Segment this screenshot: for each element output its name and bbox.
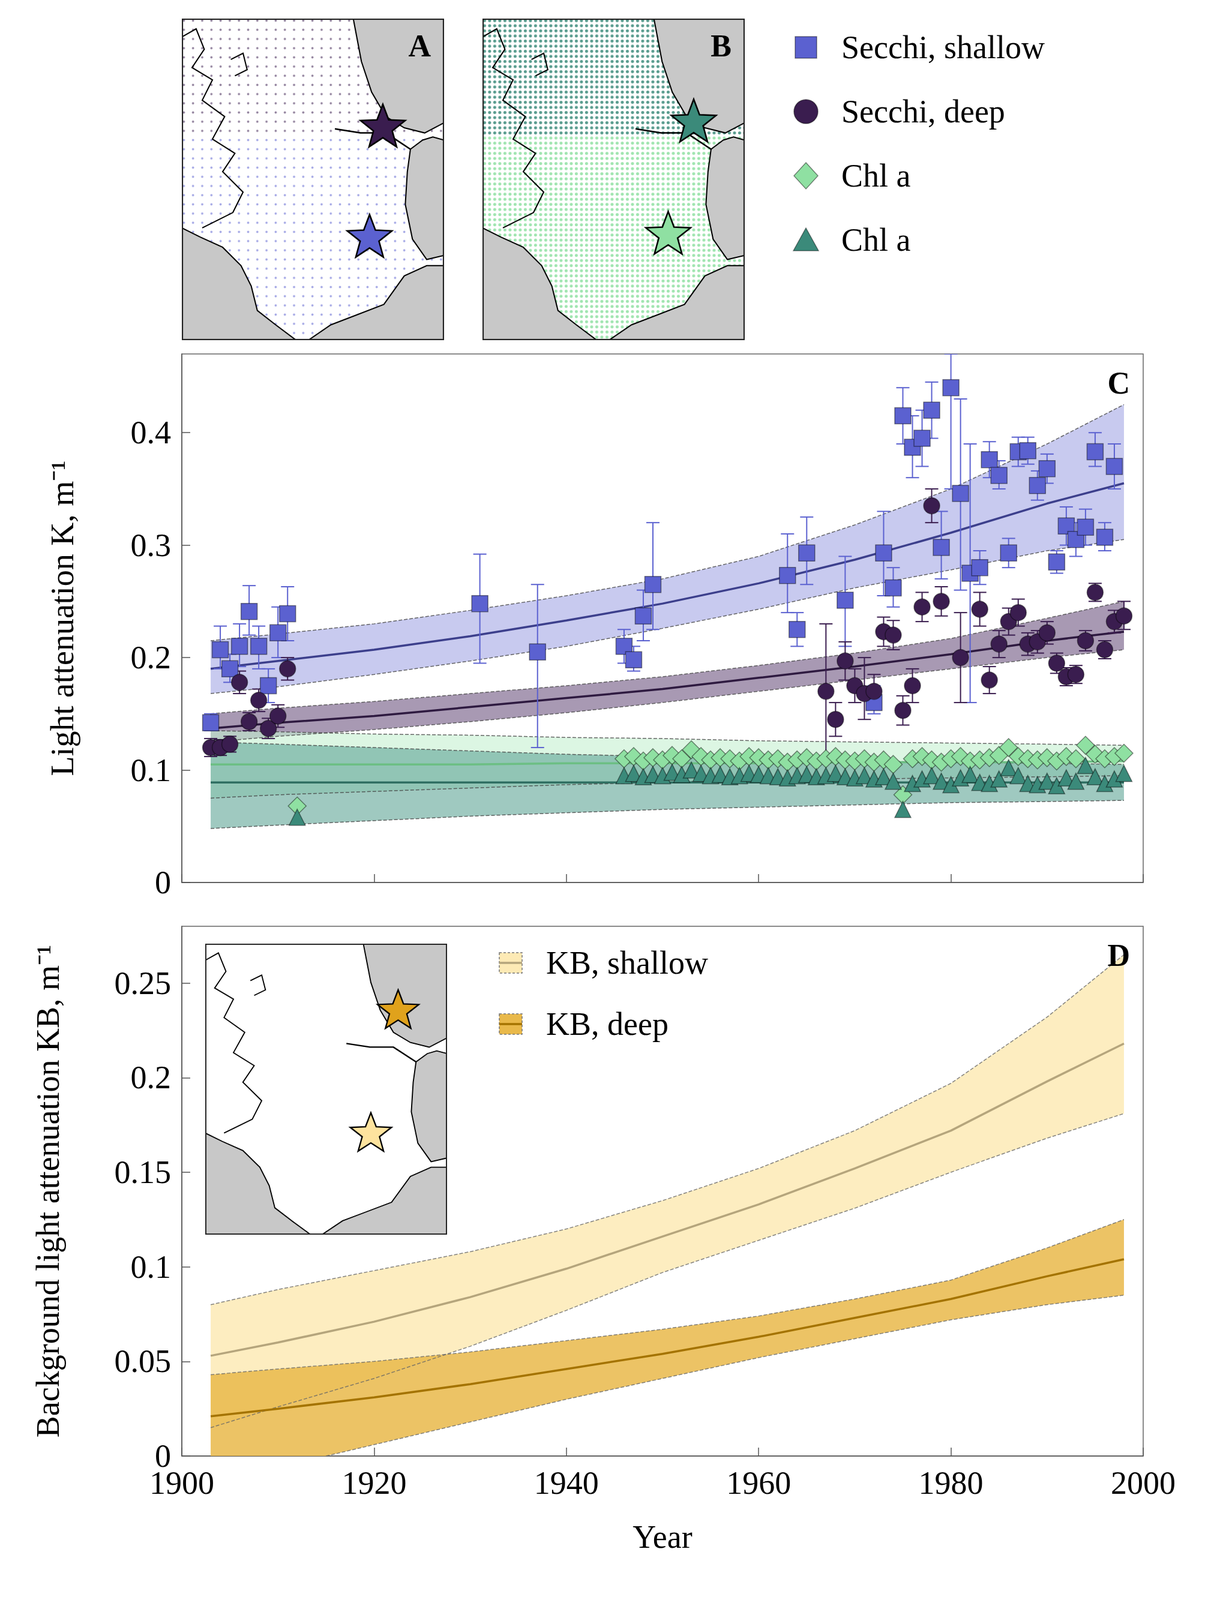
svg-text:0.2: 0.2	[130, 1059, 172, 1096]
html-text:Secchi, shallow: Secchi, shallow	[841, 29, 1045, 66]
svg-text:1920: 1920	[341, 1465, 407, 1502]
html-text:Chl a: Chl a	[841, 222, 911, 259]
svg-text:0.2: 0.2	[130, 639, 172, 676]
svg-text:0.05: 0.05	[114, 1343, 172, 1380]
svg-text:Light attenuation K, m⁻¹: Light attenuation K, m⁻¹	[44, 460, 81, 776]
svg-text:0: 0	[154, 864, 172, 901]
svg-text:D: D	[1107, 938, 1130, 973]
svg-text:1900: 1900	[149, 1465, 215, 1502]
svg-text:0.3: 0.3	[130, 527, 172, 564]
html-text:A: A	[408, 28, 431, 64]
svg-text:0.25: 0.25	[114, 965, 172, 1002]
svg-text:C: C	[1107, 366, 1130, 401]
html-text:Chl a: Chl a	[841, 157, 911, 194]
html-text:KB, deep: KB, deep	[546, 1006, 669, 1043]
html-text:B: B	[710, 28, 732, 64]
svg-text:2000: 2000	[1110, 1465, 1176, 1502]
svg-text:0.4: 0.4	[130, 414, 172, 451]
svg-text:0.1: 0.1	[130, 752, 172, 789]
svg-text:0: 0	[154, 1438, 172, 1475]
html-text:KB, shallow: KB, shallow	[546, 945, 709, 982]
svg-text:0.15: 0.15	[114, 1154, 172, 1191]
svg-text:1980: 1980	[918, 1465, 984, 1502]
svg-text:1940: 1940	[534, 1465, 599, 1502]
svg-text:1960: 1960	[726, 1465, 791, 1502]
html-text:Secchi, deep: Secchi, deep	[841, 93, 1006, 130]
svg-text:Background light attenuation K: Background light attenuation KB, m⁻¹	[30, 945, 67, 1439]
svg-text:0.1: 0.1	[130, 1249, 172, 1286]
svg-text:Year: Year	[632, 1519, 693, 1556]
